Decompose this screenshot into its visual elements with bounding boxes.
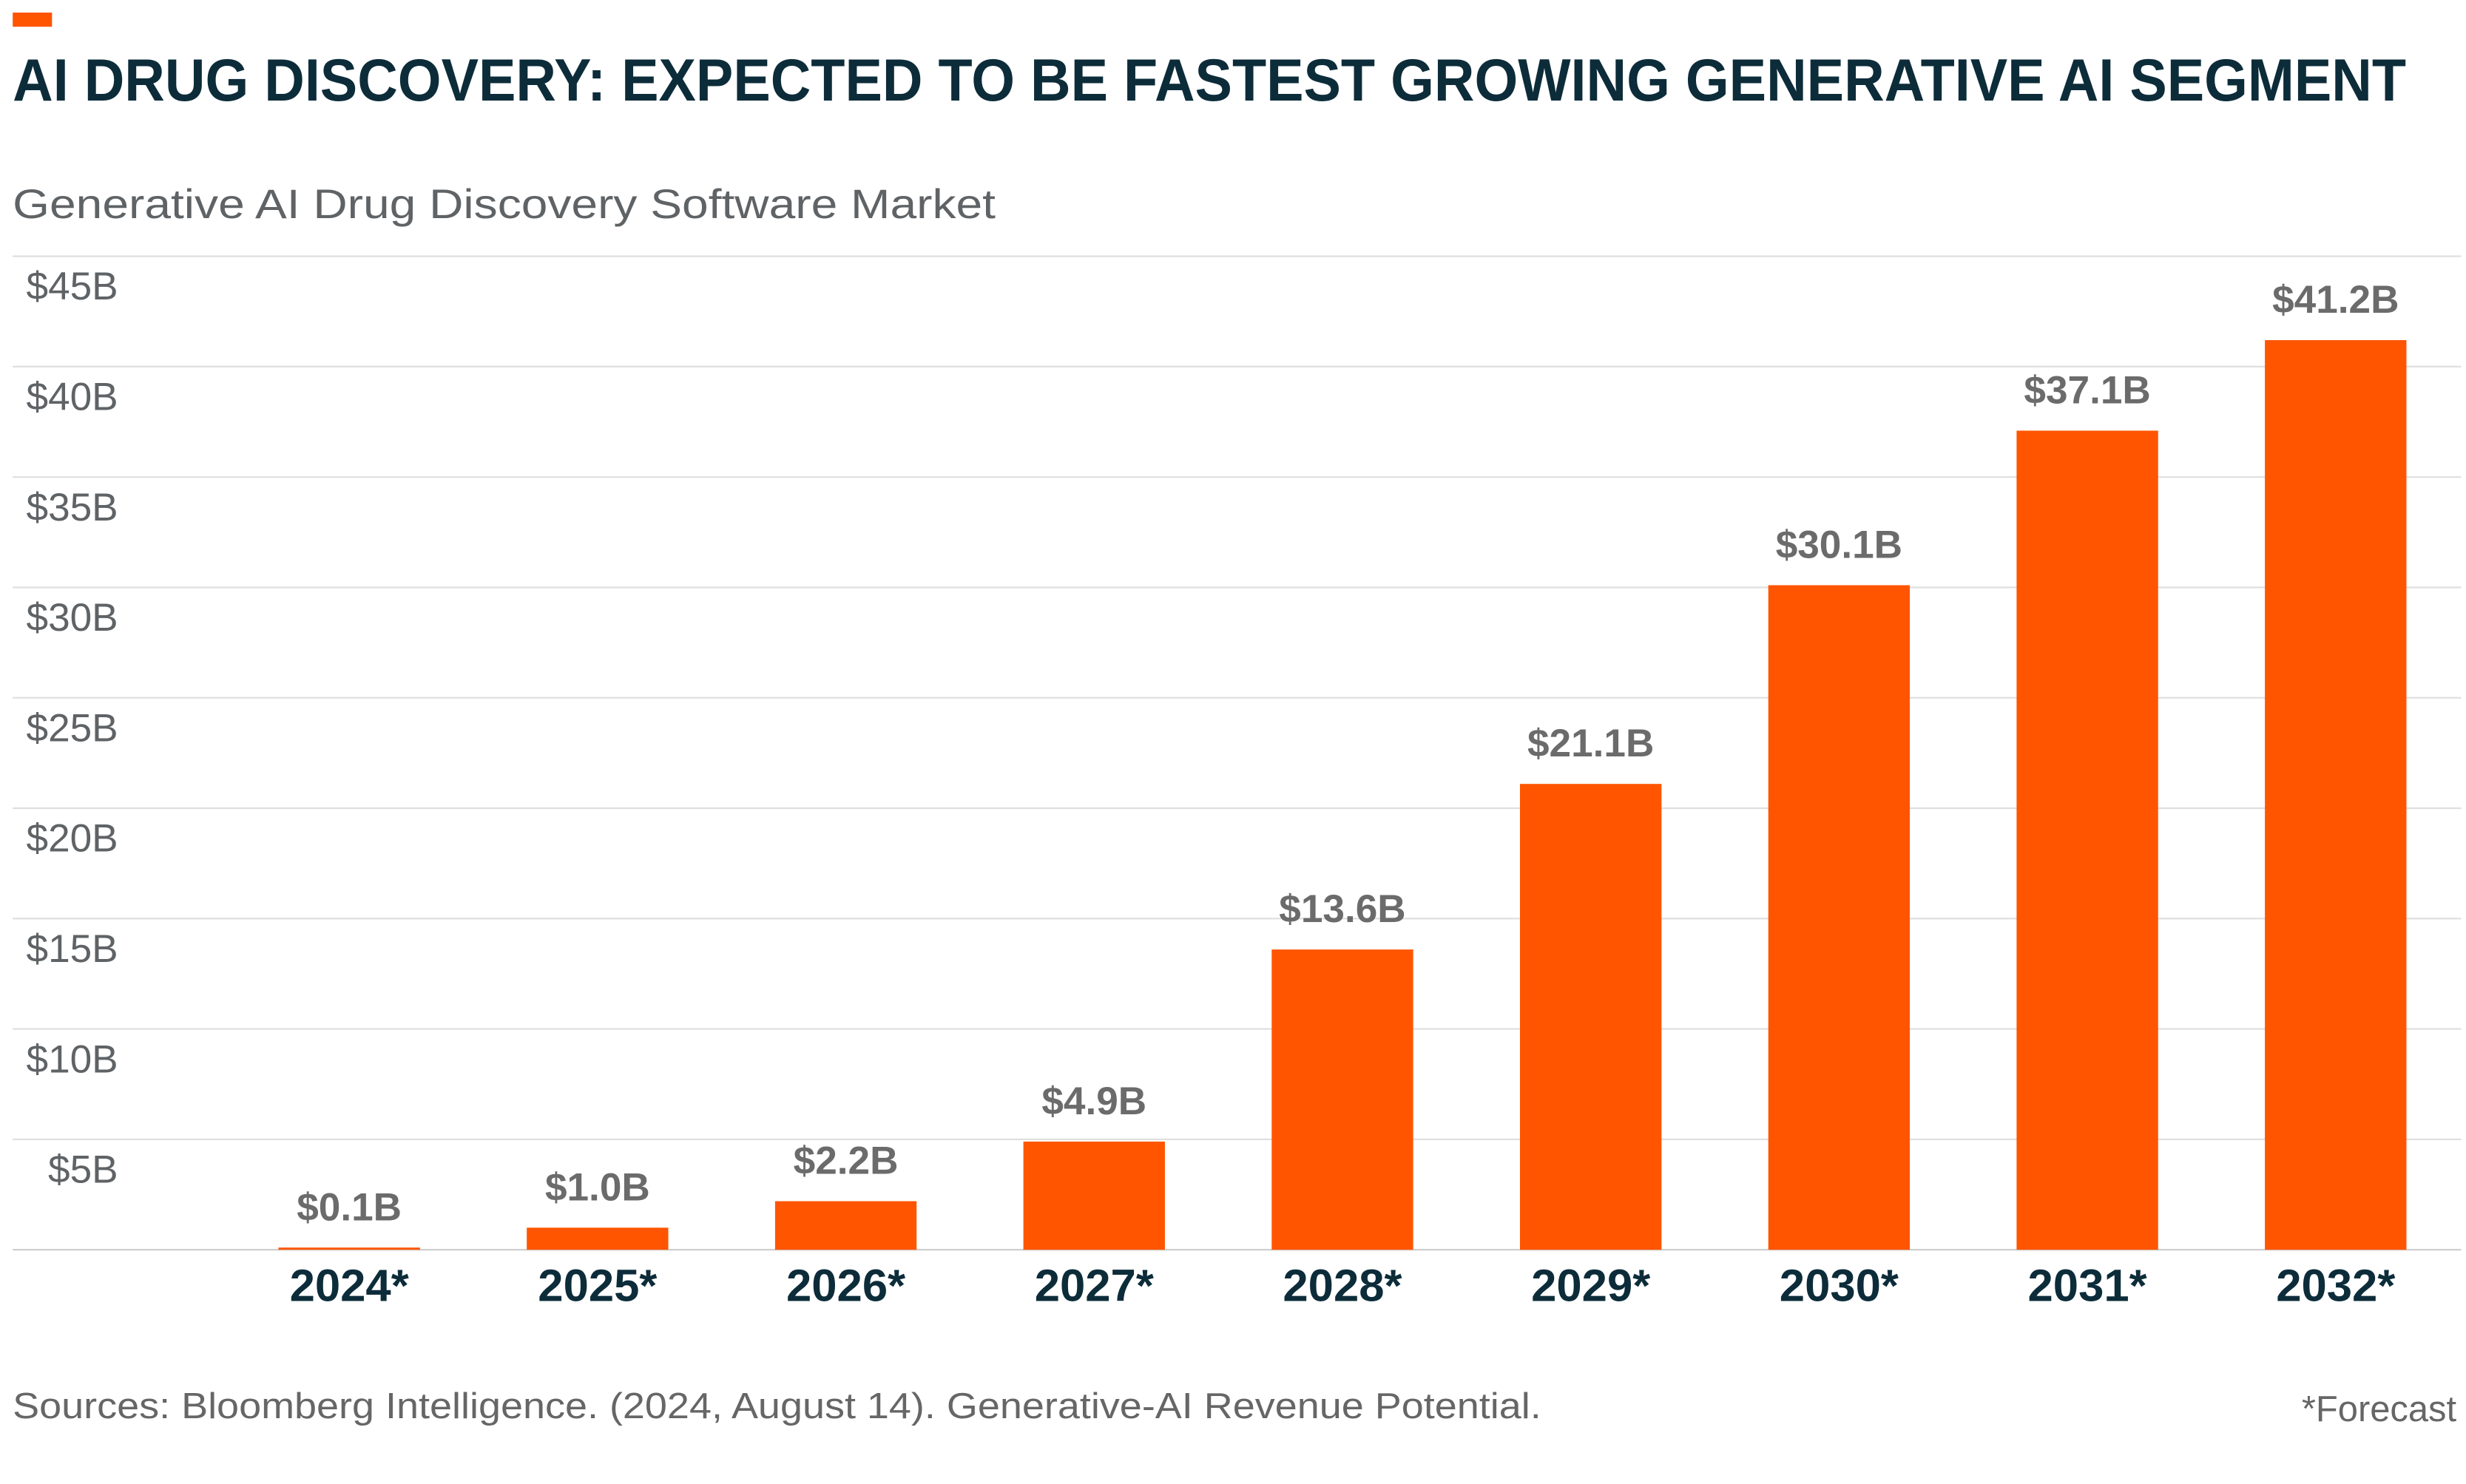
x-tick-label: 2024* [290, 1261, 409, 1312]
chart-subtitle: Generative AI Drug Discovery Software Ma… [13, 181, 996, 227]
bar [1023, 1141, 1165, 1250]
value-label: $21.1B [1527, 722, 1654, 765]
bar [527, 1227, 669, 1250]
bar [1271, 949, 1413, 1250]
y-tick-label: $30B [27, 596, 118, 640]
x-tick-label: 2031* [2028, 1261, 2147, 1312]
bar [278, 1247, 420, 1250]
x-tick-label: 2029* [1531, 1261, 1650, 1312]
source-note: Sources: Bloomberg Intelligence. (2024, … [13, 1386, 1541, 1426]
x-tick-label: 2027* [1035, 1261, 1154, 1312]
value-label: $13.6B [1279, 887, 1405, 931]
chart-title: AI DRUG DISCOVERY: EXPECTED TO BE FASTES… [13, 47, 2406, 114]
x-tick-label: 2025* [538, 1261, 657, 1312]
y-tick-label: $10B [27, 1037, 118, 1081]
value-label: $2.2B [794, 1139, 899, 1183]
bar [2265, 340, 2407, 1250]
value-label: $4.9B [1041, 1080, 1146, 1123]
x-tick-label: 2028* [1283, 1261, 1402, 1312]
y-tick-label: $15B [27, 927, 118, 971]
x-tick-label: 2032* [2276, 1261, 2395, 1312]
value-label: $1.0B [545, 1165, 650, 1209]
bar [1768, 585, 1911, 1250]
y-tick-label: $20B [27, 817, 118, 861]
value-label: $0.1B [297, 1185, 402, 1229]
bar [774, 1201, 917, 1250]
y-tick-label: $40B [27, 376, 118, 419]
bar [1520, 784, 1662, 1250]
y-tick-label: $45B [27, 265, 118, 308]
value-label: $30.1B [1776, 523, 1902, 566]
y-tick-label: $35B [27, 486, 118, 529]
value-label: $41.2B [2272, 278, 2399, 322]
bar [2016, 430, 2158, 1250]
x-tick-label: 2030* [1780, 1261, 1899, 1312]
x-tick-label: 2026* [786, 1261, 905, 1312]
value-label: $37.1B [2024, 368, 2150, 412]
accent-bar [13, 13, 53, 27]
y-tick-label: $25B [27, 706, 118, 750]
forecast-note: *Forecast [2302, 1389, 2457, 1429]
y-tick-label: $5B [48, 1148, 118, 1192]
